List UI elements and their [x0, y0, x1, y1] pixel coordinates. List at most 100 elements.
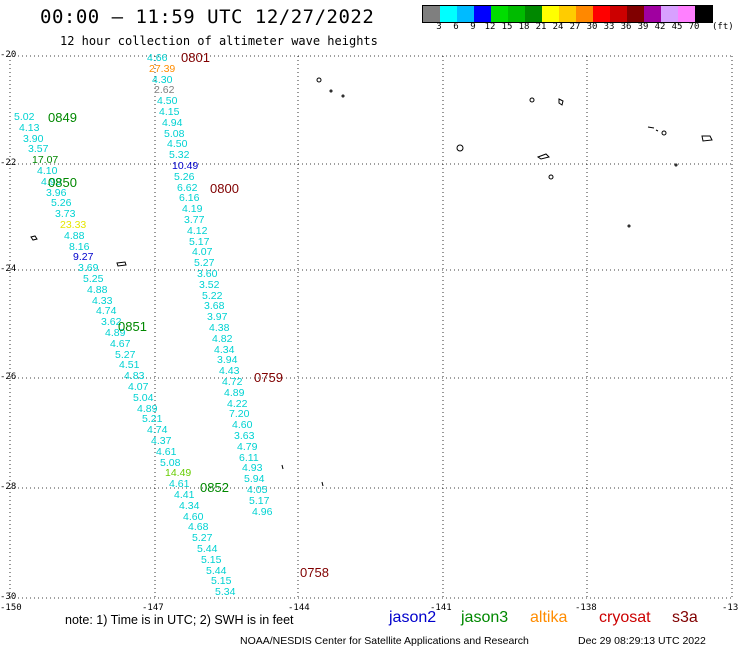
wave-height-value: 5.34: [215, 586, 236, 598]
graticule: [9, 55, 733, 599]
wave-height-value: 10.49: [172, 160, 199, 172]
wave-height-value: 4.61: [169, 478, 190, 490]
scale-swatch: [627, 6, 644, 22]
scale-tick-label: 42: [654, 22, 666, 32]
pass-time-label: 0801: [181, 50, 210, 65]
island: [281, 464, 284, 470]
wave-height-value: 5.02: [14, 111, 35, 123]
scale-swatch: [508, 6, 525, 22]
wave-height-value: 4.41: [174, 489, 195, 501]
scale-swatch: [491, 6, 508, 22]
wave-height-value: 5.04: [133, 392, 154, 404]
wave-height-value: 5.25: [83, 273, 104, 285]
longitude-label: -150: [0, 603, 22, 613]
wave-height-value: 8.16: [69, 241, 90, 253]
wave-height-value: 5.08: [164, 128, 185, 140]
wave-height-value: 4.34: [179, 500, 200, 512]
wave-height-value: 4.61: [156, 446, 177, 458]
wave-height-value: 4.50: [167, 138, 188, 150]
wave-height-value: 4.82: [212, 333, 233, 345]
wave-height-value: 4.79: [237, 441, 258, 453]
wave-height-value: 9.27: [73, 251, 94, 263]
wave-height-value: 5.94: [244, 473, 265, 485]
wave-height-value: 5.26: [51, 197, 72, 209]
scale-swatch: [525, 6, 542, 22]
island: [456, 144, 464, 152]
scale-swatch: [423, 6, 440, 22]
scale-swatch: [661, 6, 678, 22]
wave-height-value: 4.37: [151, 435, 172, 447]
pass-time-label: 0800: [210, 181, 239, 196]
wave-height-value: 4.43: [219, 365, 240, 377]
legend-jason2: jason2: [389, 609, 437, 626]
island: [701, 135, 713, 142]
wave-height-value: 4.51: [119, 359, 140, 371]
wave-height-value: 5.08: [160, 457, 181, 469]
wave-height-value: 4.89: [137, 403, 158, 415]
scale-tick-label: 45: [671, 22, 683, 32]
pass-time-label: 0851: [118, 319, 147, 334]
longitude-label: -138: [575, 603, 597, 613]
wave-height-value: 5.17: [189, 236, 210, 248]
wave-height-value: 14.49: [165, 467, 192, 479]
wave-height-value: 3.73: [55, 208, 76, 220]
wave-height-value: 3.68: [204, 300, 225, 312]
wave-height-value: 3.77: [184, 214, 205, 226]
map-subtitle: 12 hour collection of altimeter wave hei…: [60, 34, 378, 48]
scale-swatch: [593, 6, 610, 22]
scale-swatch: [678, 6, 695, 22]
scale-unit: (ft): [712, 22, 734, 32]
pass-time-label: 0852: [200, 480, 229, 495]
wave-height-value: 5.15: [211, 575, 232, 587]
island: [661, 130, 667, 136]
wave-height-value: 4.88: [64, 230, 85, 242]
island: [674, 163, 678, 167]
wave-height-value: 4.66: [147, 52, 168, 64]
wave-height-value: 3.97: [207, 311, 228, 323]
longitude-label: -144: [288, 603, 310, 613]
island: [116, 261, 127, 267]
wave-height-value: 5.26: [174, 171, 195, 183]
wave-height-value: 3.60: [197, 268, 218, 280]
wave-height-value: 4.89: [224, 387, 245, 399]
wave-height-value: 5.27: [115, 349, 136, 361]
color-scale: [422, 5, 713, 23]
wave-height-value: 3.94: [217, 354, 238, 366]
scale-tick-label: 30: [586, 22, 598, 32]
wave-height-value: 4.68: [188, 521, 209, 533]
scale-tick-label: 18: [518, 22, 530, 32]
scale-swatch: [576, 6, 593, 22]
wave-height-value: 4.33: [92, 295, 113, 307]
scale-swatch: [474, 6, 491, 22]
wave-height-value: 4.88: [87, 284, 108, 296]
wave-height-value: 5.44: [197, 543, 218, 555]
scale-swatch: [457, 6, 474, 22]
wave-height-value: 3.69: [78, 262, 99, 274]
wave-height-value: 3.90: [23, 133, 44, 145]
wave-height-value: 5.27: [194, 257, 215, 269]
latitude-label: -26: [0, 372, 17, 382]
credit-line: NOAA/NESDIS Center for Satellite Applica…: [240, 635, 529, 647]
latitude-label: -20: [0, 50, 17, 60]
pass-time-label: 0758: [300, 565, 329, 580]
wave-height-value: 5.32: [169, 149, 190, 161]
wave-height-value: 4.12: [187, 225, 208, 237]
wave-height-value: 4.72: [222, 376, 243, 388]
footnote: note: 1) Time is in UTC; 2) SWH is in fe…: [65, 613, 294, 627]
scale-tick-label: 27: [569, 22, 581, 32]
island: [30, 235, 38, 241]
wave-height-value: 17.07: [32, 154, 59, 166]
island: [316, 77, 322, 83]
wave-height-value: 3.62: [101, 316, 122, 328]
wave-height-value: 4.38: [209, 322, 230, 334]
wave-height-value: 4.50: [157, 95, 178, 107]
scale-tick-label: 21: [535, 22, 547, 32]
island: [647, 126, 659, 132]
longitude-label: -13: [722, 603, 739, 613]
wave-height-value: 4.13: [19, 122, 40, 134]
legend-cryosat: cryosat: [599, 609, 651, 626]
longitude-label: -141: [430, 603, 452, 613]
wave-height-value: 4.74: [147, 424, 168, 436]
scale-swatch: [542, 6, 559, 22]
